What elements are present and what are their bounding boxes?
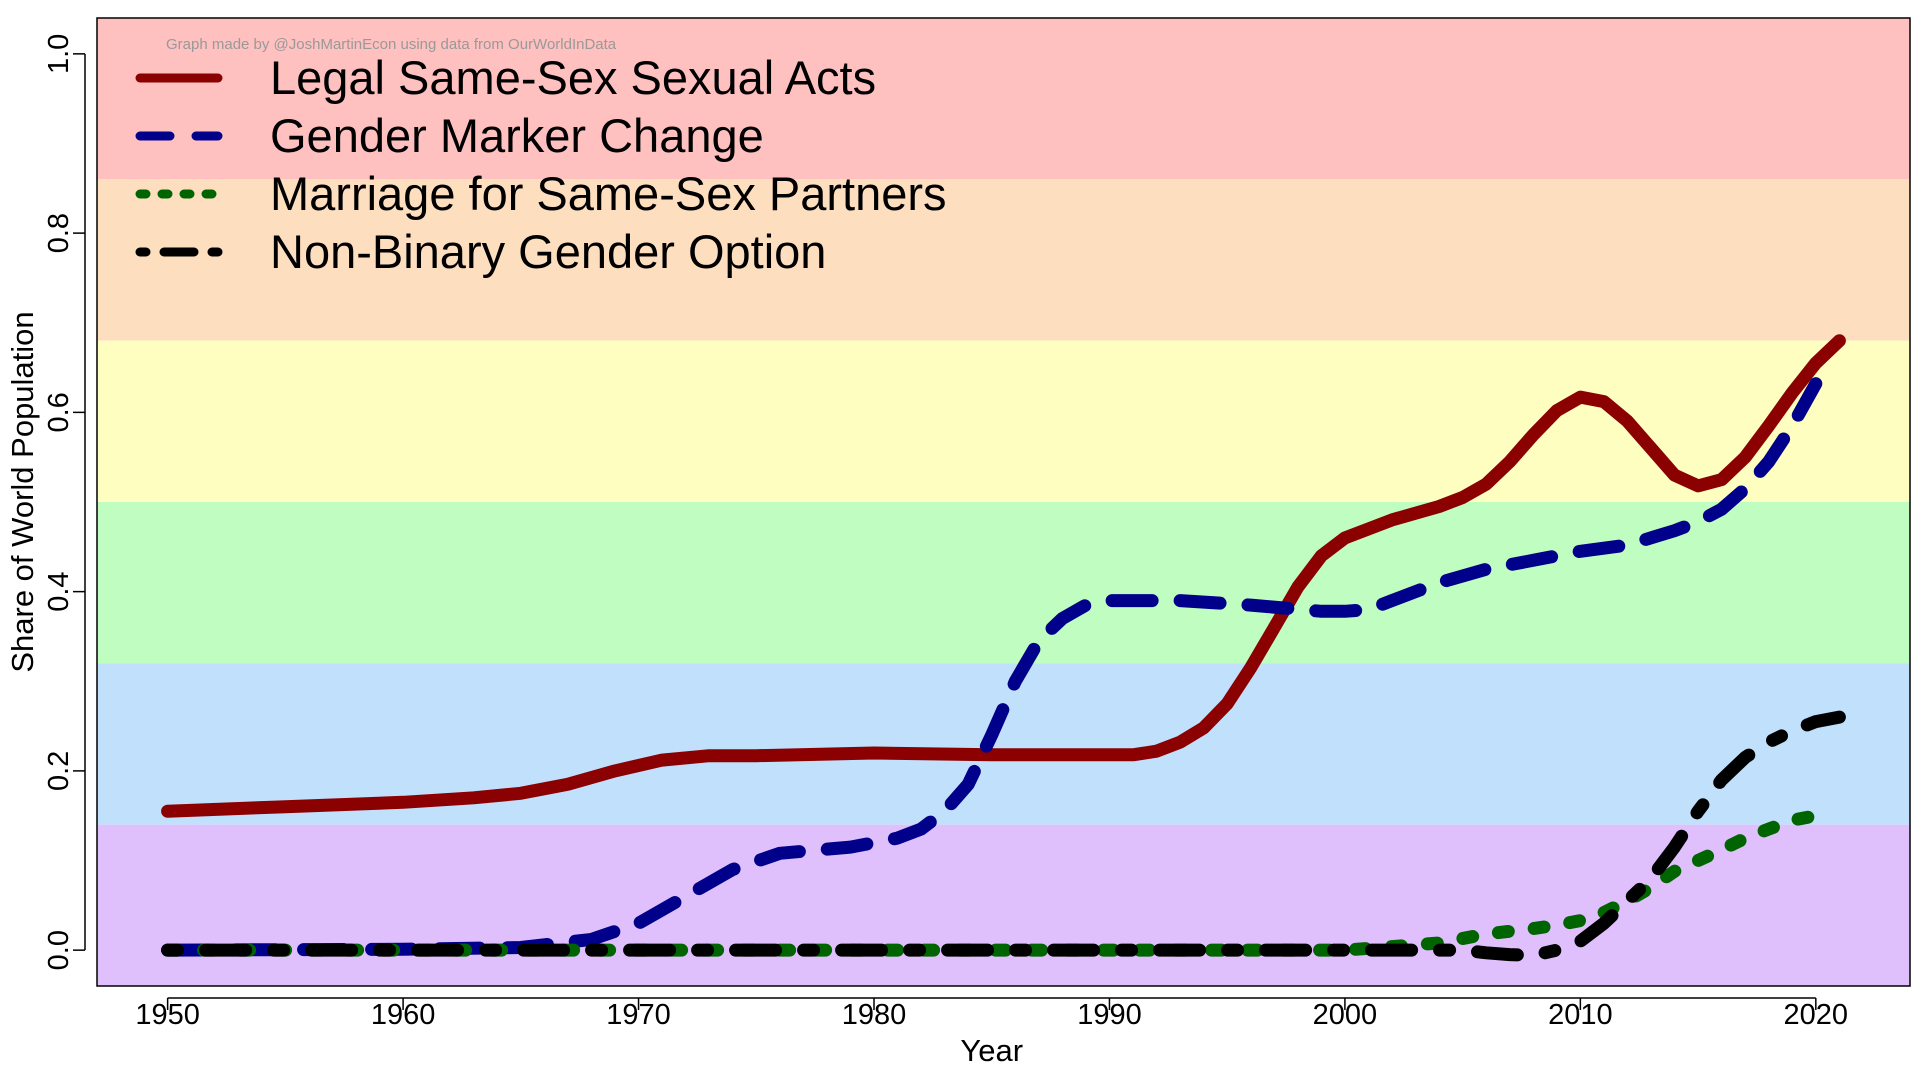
x-axis-title: Year <box>960 1033 1023 1068</box>
y-tick-label: 1.0 <box>43 34 75 74</box>
y-tick-label: 0.4 <box>43 571 75 611</box>
background-band-1 <box>97 18 1910 180</box>
x-tick-label: 1980 <box>842 999 907 1031</box>
y-tick-label: 0.0 <box>43 930 75 970</box>
y-tick-label: 0.2 <box>43 751 75 791</box>
background-band-2 <box>97 179 1910 341</box>
series-line-marriage-for-same-sex-partners <box>161 809 1823 957</box>
series-line-non-binary-gender-option <box>161 710 1846 962</box>
series-line-gender-marker-change <box>161 377 1823 957</box>
background-band-3 <box>97 340 1910 502</box>
x-tick-label: 1970 <box>606 999 671 1031</box>
series-line-legal-same-sex-sexual-acts <box>161 334 1846 818</box>
x-tick-label: 2020 <box>1784 999 1849 1031</box>
legend-label-non-binary-gender-option: Non-Binary Gender Option <box>270 225 826 278</box>
x-tick-label: 2010 <box>1548 999 1613 1031</box>
plot-frame <box>96 17 1911 987</box>
x-tick-label: 1990 <box>1077 999 1142 1031</box>
legend-label-marriage-for-same-sex-partners: Marriage for Same-Sex Partners <box>270 167 947 220</box>
y-tick-label: 0.6 <box>43 392 75 432</box>
y-tick-label: 0.8 <box>43 213 75 253</box>
background-band-4 <box>97 502 1910 664</box>
x-tick-label: 1950 <box>135 999 200 1031</box>
x-tick-label: 2000 <box>1313 999 1378 1031</box>
chart-credit: Graph made by @JoshMartinEcon using data… <box>166 36 617 53</box>
background-bands <box>97 18 1910 986</box>
x-tick-label: 1960 <box>371 999 436 1031</box>
series-lines <box>161 334 1846 962</box>
legend-label-legal-same-sex-sexual-acts: Legal Same-Sex Sexual Acts <box>270 51 876 104</box>
x-axis: 1950 1960 1970 1980 1990 2000 2010 2020 <box>135 997 1849 1031</box>
y-axis-title: Share of World Population <box>5 311 40 672</box>
legend-label-gender-marker-change: Gender Marker Change <box>270 109 764 162</box>
y-axis: 0.0 0.2 0.4 0.6 0.8 1.0 <box>43 34 86 970</box>
background-band-6 <box>97 824 1910 986</box>
